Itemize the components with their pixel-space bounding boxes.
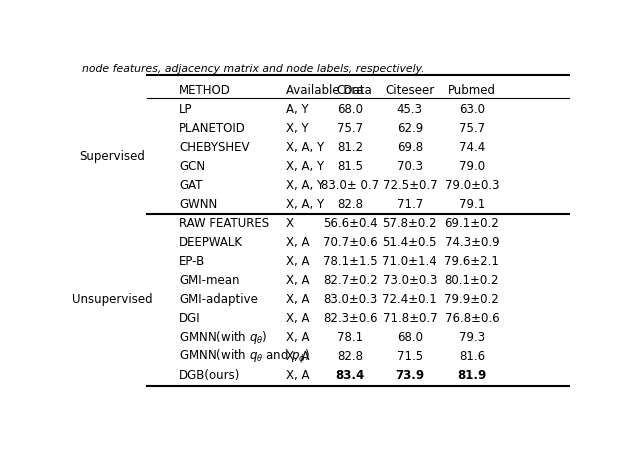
Text: Available Data: Available Data xyxy=(286,84,372,97)
Text: node features, adjacency matrix and node labels, respectively.: node features, adjacency matrix and node… xyxy=(83,64,425,74)
Text: GWNN: GWNN xyxy=(179,198,218,211)
Text: 71.5: 71.5 xyxy=(397,350,423,364)
Text: DGI: DGI xyxy=(179,312,201,325)
Text: GCN: GCN xyxy=(179,160,205,173)
Text: 76.8±0.6: 76.8±0.6 xyxy=(445,312,499,325)
Text: METHOD: METHOD xyxy=(179,84,231,97)
Text: X, A, Y: X, A, Y xyxy=(286,160,324,173)
Text: GMI-adaptive: GMI-adaptive xyxy=(179,293,258,306)
Text: CHEBYSHEV: CHEBYSHEV xyxy=(179,141,250,154)
Text: X, A: X, A xyxy=(286,312,309,325)
Text: 81.5: 81.5 xyxy=(337,160,364,173)
Text: X, A: X, A xyxy=(286,369,309,383)
Text: X, A: X, A xyxy=(286,350,309,364)
Text: Cora: Cora xyxy=(337,84,364,97)
Text: GMNN(with $q_\theta$ and $p_\phi$): GMNN(with $q_\theta$ and $p_\phi$) xyxy=(179,348,310,366)
Text: 78.1: 78.1 xyxy=(337,331,364,344)
Text: 72.5±0.7: 72.5±0.7 xyxy=(383,179,437,192)
Text: 72.4±0.1: 72.4±0.1 xyxy=(383,293,437,306)
Text: 83.0±0.3: 83.0±0.3 xyxy=(323,293,378,306)
Text: 81.2: 81.2 xyxy=(337,141,364,154)
Text: X, A: X, A xyxy=(286,274,309,287)
Text: 73.9: 73.9 xyxy=(396,369,424,383)
Text: 57.8±0.2: 57.8±0.2 xyxy=(383,217,437,230)
Text: X: X xyxy=(286,217,294,230)
Text: 51.4±0.5: 51.4±0.5 xyxy=(383,236,437,249)
Text: 82.8: 82.8 xyxy=(337,198,364,211)
Text: 83.4: 83.4 xyxy=(336,369,365,383)
Text: GMNN(with $q_\theta$): GMNN(with $q_\theta$) xyxy=(179,329,268,347)
Text: 45.3: 45.3 xyxy=(397,103,423,116)
Text: 71.8±0.7: 71.8±0.7 xyxy=(383,312,437,325)
Text: 81.6: 81.6 xyxy=(459,350,485,364)
Text: 63.0: 63.0 xyxy=(459,103,485,116)
Text: 68.0: 68.0 xyxy=(397,331,423,344)
Text: 69.8: 69.8 xyxy=(397,141,423,154)
Text: X, A: X, A xyxy=(286,255,309,268)
Text: 56.6±0.4: 56.6±0.4 xyxy=(323,217,378,230)
Text: X, A, Y: X, A, Y xyxy=(286,179,324,192)
Text: X, A: X, A xyxy=(286,293,309,306)
Text: X, A: X, A xyxy=(286,331,309,344)
Text: X, A, Y: X, A, Y xyxy=(286,141,324,154)
Text: 79.0: 79.0 xyxy=(459,160,485,173)
Text: 75.7: 75.7 xyxy=(337,122,364,135)
Text: PLANETOID: PLANETOID xyxy=(179,122,246,135)
Text: 79.0±0.3: 79.0±0.3 xyxy=(445,179,499,192)
Text: 79.1: 79.1 xyxy=(459,198,485,211)
Text: 69.1±0.2: 69.1±0.2 xyxy=(444,217,499,230)
Text: Supervised: Supervised xyxy=(79,150,145,163)
Text: 80.1±0.2: 80.1±0.2 xyxy=(445,274,499,287)
Text: 82.3±0.6: 82.3±0.6 xyxy=(323,312,378,325)
Text: LP: LP xyxy=(179,103,193,116)
Text: 82.7±0.2: 82.7±0.2 xyxy=(323,274,378,287)
Text: 71.7: 71.7 xyxy=(397,198,423,211)
Text: Citeseer: Citeseer xyxy=(385,84,435,97)
Text: 78.1±1.5: 78.1±1.5 xyxy=(323,255,378,268)
Text: 82.8: 82.8 xyxy=(337,350,364,364)
Text: 79.9±0.2: 79.9±0.2 xyxy=(444,293,499,306)
Text: Pubmed: Pubmed xyxy=(448,84,496,97)
Text: X, A, Y: X, A, Y xyxy=(286,198,324,211)
Text: A, Y: A, Y xyxy=(286,103,308,116)
Text: GMI-mean: GMI-mean xyxy=(179,274,240,287)
Text: 79.3: 79.3 xyxy=(459,331,485,344)
Text: 74.4: 74.4 xyxy=(459,141,485,154)
Text: X, Y: X, Y xyxy=(286,122,308,135)
Text: 79.6±2.1: 79.6±2.1 xyxy=(444,255,499,268)
Text: DGB(ours): DGB(ours) xyxy=(179,369,241,383)
Text: 75.7: 75.7 xyxy=(459,122,485,135)
Text: 68.0: 68.0 xyxy=(337,103,364,116)
Text: 81.9: 81.9 xyxy=(457,369,486,383)
Text: 62.9: 62.9 xyxy=(397,122,423,135)
Text: 70.3: 70.3 xyxy=(397,160,423,173)
Text: Unsupervised: Unsupervised xyxy=(72,293,152,306)
Text: DEEPWALK: DEEPWALK xyxy=(179,236,243,249)
Text: GAT: GAT xyxy=(179,179,203,192)
Text: 83.0± 0.7: 83.0± 0.7 xyxy=(321,179,380,192)
Text: 73.0±0.3: 73.0±0.3 xyxy=(383,274,437,287)
Text: EP-B: EP-B xyxy=(179,255,205,268)
Text: 70.7±0.6: 70.7±0.6 xyxy=(323,236,378,249)
Text: 74.3±0.9: 74.3±0.9 xyxy=(445,236,499,249)
Text: X, A: X, A xyxy=(286,236,309,249)
Text: 71.0±1.4: 71.0±1.4 xyxy=(383,255,437,268)
Text: RAW FEATURES: RAW FEATURES xyxy=(179,217,269,230)
